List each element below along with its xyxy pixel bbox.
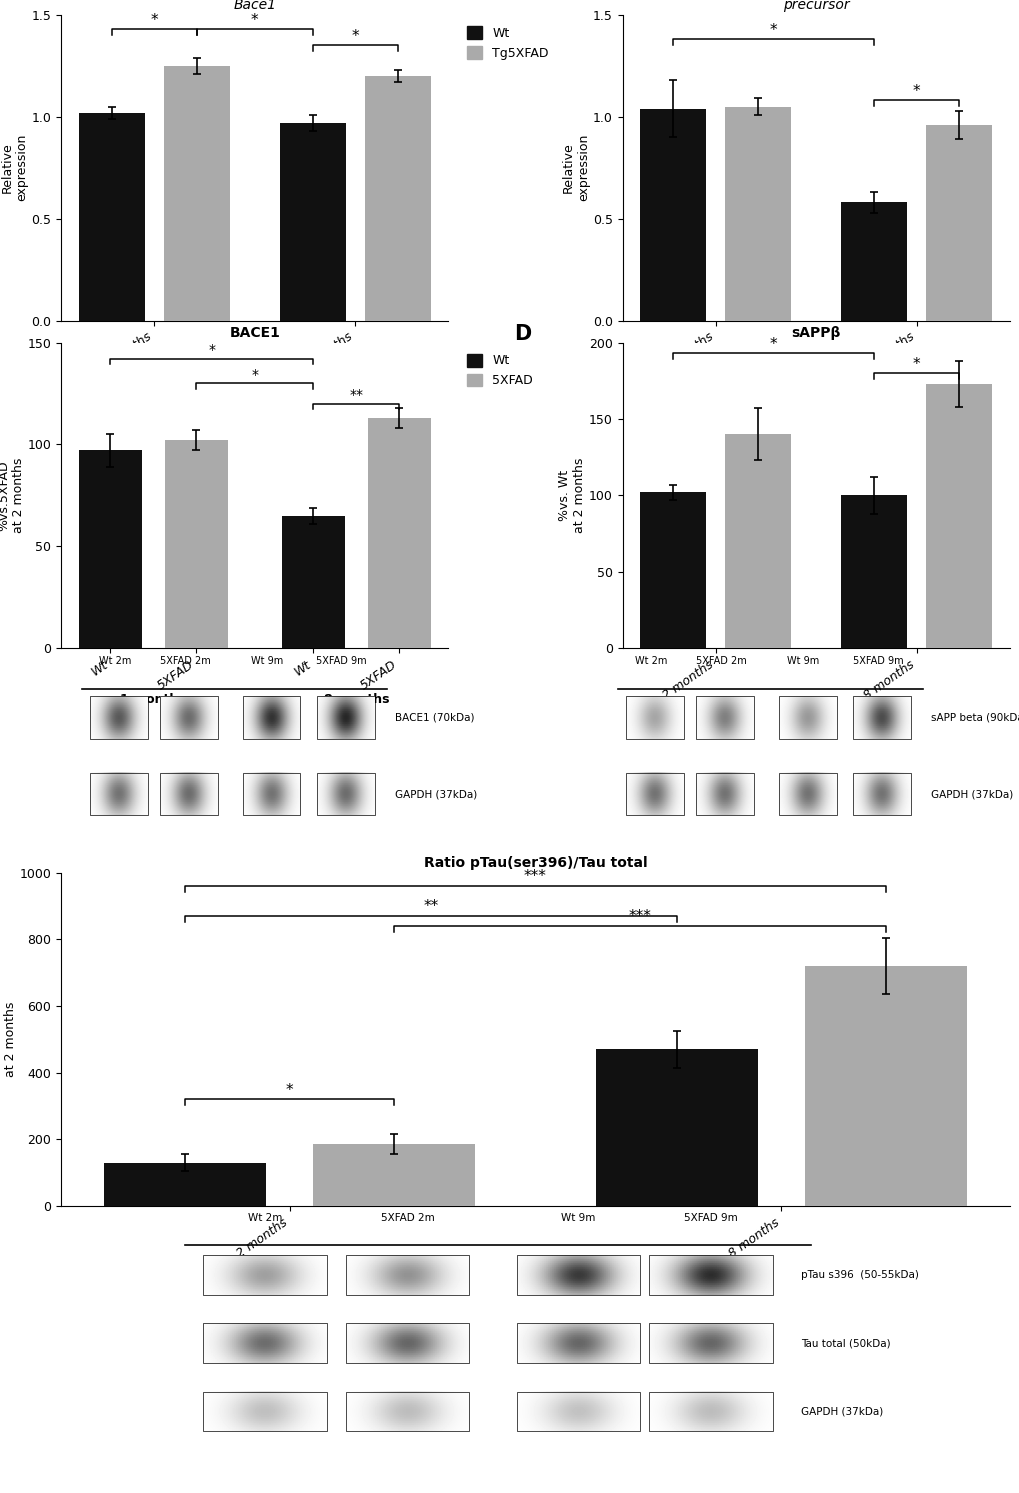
Bar [925, 384, 991, 648]
Text: **: ** [423, 899, 438, 914]
Text: **: ** [348, 388, 363, 402]
Text: Wt 9m: Wt 9m [787, 657, 819, 666]
Bar [640, 493, 706, 648]
Text: *: * [769, 22, 776, 37]
Bar [852, 773, 910, 815]
Text: D: D [514, 324, 531, 345]
Text: *: * [351, 28, 359, 43]
Bar [596, 1050, 757, 1206]
Text: 5XFAD 9m: 5XFAD 9m [852, 657, 902, 666]
Bar [345, 1323, 469, 1363]
Bar [164, 440, 227, 648]
Bar [204, 1256, 326, 1294]
Bar [160, 773, 218, 815]
Bar [725, 434, 791, 648]
Bar [78, 451, 142, 648]
Bar [626, 773, 684, 815]
Bar [516, 1391, 639, 1432]
Text: BACE1 (70kDa): BACE1 (70kDa) [395, 712, 474, 723]
Title: Amyloid beta (A4)
precursor: Amyloid beta (A4) precursor [753, 0, 878, 12]
Text: Tau total (50kDa): Tau total (50kDa) [800, 1338, 890, 1348]
Bar [779, 773, 836, 815]
Legend: Wt, 5XFAD: Wt, 5XFAD [462, 349, 538, 393]
Title: sAPPβ: sAPPβ [791, 325, 840, 340]
Text: Wt 2m: Wt 2m [248, 1212, 282, 1223]
Text: ***: *** [628, 909, 650, 924]
Y-axis label: %vs. Wt
at 2 months: %vs. Wt at 2 months [557, 458, 586, 533]
Text: Wt 2m: Wt 2m [634, 657, 666, 666]
Bar [649, 1256, 772, 1294]
Bar [516, 1323, 639, 1363]
Text: *: * [208, 343, 215, 357]
Bar [725, 106, 791, 321]
Title: Bace1: Bace1 [233, 0, 276, 12]
Text: *: * [251, 367, 258, 382]
Bar [313, 1144, 474, 1206]
Text: pTau s396  (50-55kDa): pTau s396 (50-55kDa) [800, 1269, 918, 1280]
Text: ***: *** [524, 869, 546, 884]
Text: Wt 9m: Wt 9m [560, 1212, 595, 1223]
Bar [345, 1391, 469, 1432]
Bar [640, 109, 706, 321]
Bar [317, 773, 374, 815]
Text: sAPP beta (90kDa): sAPP beta (90kDa) [930, 712, 1019, 723]
Bar [649, 1391, 772, 1432]
Y-axis label: Relative
expression: Relative expression [1, 134, 29, 202]
Text: B: B [514, 0, 530, 4]
Bar [696, 696, 753, 739]
Text: *: * [251, 12, 259, 28]
Bar [649, 1323, 772, 1363]
Y-axis label: Relative
expression: Relative expression [561, 134, 590, 202]
Text: Wt 9m: Wt 9m [251, 657, 283, 666]
Bar [279, 122, 345, 321]
Text: 5XFAD 2m: 5XFAD 2m [380, 1212, 434, 1223]
Text: 5XFAD 2m: 5XFAD 2m [159, 657, 210, 666]
Text: GAPDH (37kDa): GAPDH (37kDa) [930, 790, 1013, 799]
Bar [626, 696, 684, 739]
Bar [516, 1256, 639, 1294]
Text: 1 months: 1 months [120, 693, 185, 706]
Text: 5XFAD 2m: 5XFAD 2m [695, 657, 746, 666]
Bar [243, 773, 301, 815]
Y-axis label: %vs. Wt
at 2 months: %vs. Wt at 2 months [0, 1002, 16, 1076]
Bar [804, 966, 966, 1206]
Text: *: * [769, 337, 776, 352]
Bar [160, 696, 218, 739]
Text: 5XFAD 9m: 5XFAD 9m [316, 657, 367, 666]
Text: 5XFAD 9m: 5XFAD 9m [684, 1212, 737, 1223]
Bar [779, 696, 836, 739]
Bar [317, 696, 374, 739]
Bar [104, 1163, 266, 1206]
Bar [90, 773, 148, 815]
Bar [364, 76, 430, 321]
Bar [204, 1391, 326, 1432]
Text: GAPDH (37kDa): GAPDH (37kDa) [800, 1406, 882, 1417]
Y-axis label: %vs.5XFAD
at 2 months: %vs.5XFAD at 2 months [0, 458, 24, 533]
Bar [243, 696, 301, 739]
Bar [204, 1323, 326, 1363]
Text: *: * [151, 12, 158, 28]
Bar [78, 112, 145, 321]
Bar [367, 418, 430, 648]
Bar [841, 203, 906, 321]
Bar [925, 125, 991, 321]
Bar [164, 66, 229, 321]
Bar [90, 696, 148, 739]
Bar [345, 1256, 469, 1294]
Text: *: * [912, 84, 919, 99]
Text: Wt 2m: Wt 2m [99, 657, 130, 666]
Title: Ratio pTau(ser396)/Tau total: Ratio pTau(ser396)/Tau total [423, 855, 647, 870]
Bar [281, 515, 344, 648]
Text: *: * [912, 357, 919, 372]
Legend: Wt, Tg5XFAD: Wt, Tg5XFAD [462, 21, 553, 64]
Bar [696, 773, 753, 815]
Text: *: * [285, 1082, 293, 1097]
Title: BACE1: BACE1 [229, 325, 280, 340]
Bar [841, 496, 906, 648]
Text: 8 months: 8 months [323, 693, 388, 706]
Bar [852, 696, 910, 739]
Text: GAPDH (37kDa): GAPDH (37kDa) [395, 790, 477, 799]
